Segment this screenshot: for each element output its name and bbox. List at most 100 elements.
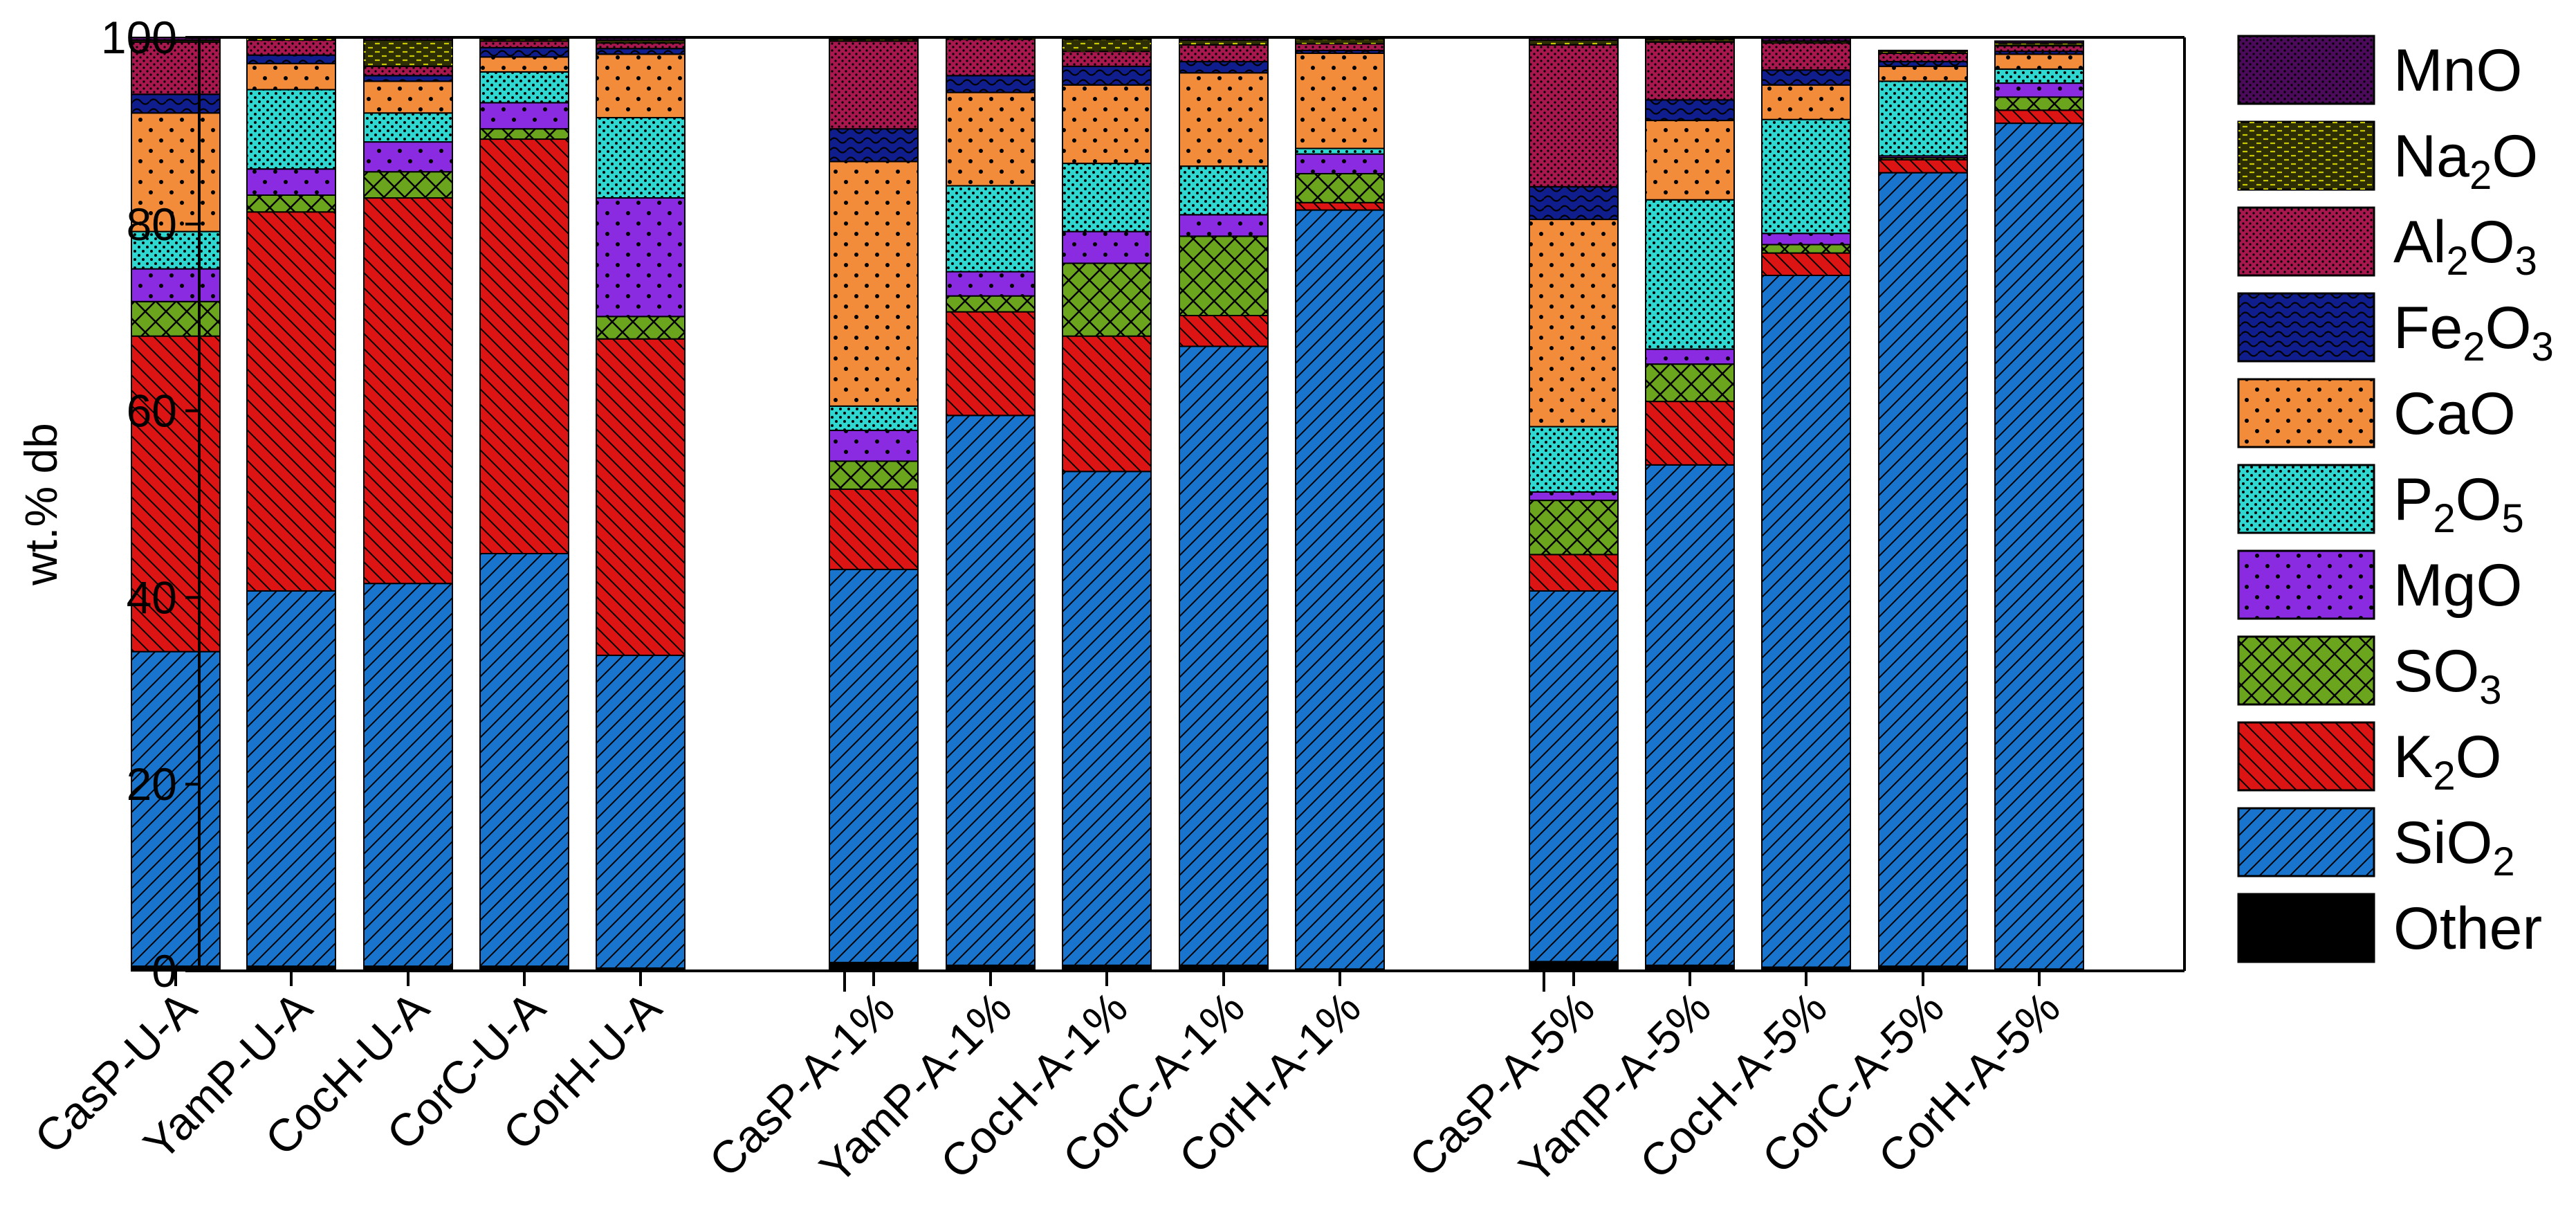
- bar-casp-a-1-cao-hatch: [829, 161, 918, 406]
- bar-corc-a-5-mgo-hatch: [1879, 156, 1967, 158]
- legend-k2o-label: K2O: [2393, 724, 2502, 799]
- bar-coch-a-1-na2o-hatch: [1062, 39, 1151, 52]
- bar-casp-a-5-other: [1529, 961, 1619, 972]
- y-axis-title: wt.% db: [15, 423, 66, 586]
- bar-casp-u-a-fe2o3-hatch: [131, 94, 220, 113]
- bar-yamp-u-a-p2o5-hatch: [247, 89, 335, 170]
- bar-corh-a-1-sio2-hatch: [1296, 210, 1384, 969]
- bar-coch-a-5-mgo-hatch: [1762, 233, 1850, 245]
- bar-corh-a-5-fe2o3-hatch: [1995, 51, 2083, 55]
- bar-coch-a-1-k2o-hatch: [1062, 336, 1151, 472]
- bar-corc-a-5-na2o-hatch: [1879, 51, 1967, 53]
- bar-corc-a-1-so3-hatch: [1179, 236, 1268, 316]
- bar-corh-a-5-so3-hatch: [1995, 97, 2083, 111]
- legend-so3-swatch-hatch: [2238, 637, 2374, 704]
- bar-yamp-a-1-fe2o3-hatch: [946, 75, 1035, 93]
- bar-coch-u-a-mgo-hatch: [364, 142, 452, 172]
- bar-corc-a-5-al2o3-hatch: [1879, 53, 1967, 62]
- bar-casp-a-5-al2o3-hatch: [1529, 44, 1618, 187]
- bar-coch-a-1-fe2o3-hatch: [1062, 66, 1151, 85]
- bar-coch-a-1-cao-hatch: [1062, 84, 1151, 164]
- bar-coch-a-5-k2o-hatch: [1762, 253, 1850, 275]
- bar-coch-u-a-na2o-hatch: [364, 40, 452, 66]
- bar-yamp-u-a-so3-hatch: [247, 194, 335, 212]
- bar-yamp-a-5-al2o3-hatch: [1646, 42, 1734, 100]
- legend-fe2o3-swatch-hatch: [2238, 293, 2374, 361]
- bar-casp-u-a-p2o5-hatch: [131, 231, 220, 269]
- y-tick-label-20: 20: [127, 758, 177, 810]
- bar-coch-a-1-al2o3-hatch: [1062, 51, 1151, 66]
- bar-casp-a-5-mgo-hatch: [1529, 491, 1618, 501]
- bar-corh-a-5-mno-hatch: [1995, 41, 2083, 44]
- y-tick-label-0: 0: [151, 945, 177, 996]
- y-tick-label-60: 60: [127, 385, 177, 437]
- bar-coch-u-a-cao-hatch: [364, 81, 452, 113]
- bar-corh-a-5-mgo-hatch: [1995, 83, 2083, 98]
- bar-yamp-a-5-fe2o3-hatch: [1646, 100, 1734, 121]
- bar-coch-a-5-al2o3-hatch: [1762, 43, 1850, 71]
- bar-yamp-a-5-so3-hatch: [1646, 364, 1734, 402]
- bar-corc-a-1-sio2-hatch: [1179, 346, 1268, 965]
- legend: MnO Na2O Al2O3 Fe2O3 CaO P2O5 MgO SO3 K2O SiO2 Oth…: [2237, 35, 2554, 963]
- bar-yamp-a-1-al2o3-hatch: [946, 39, 1035, 76]
- bar-casp-a-5-k2o-hatch: [1529, 554, 1618, 591]
- bar-casp-u-a-mno-hatch: [131, 37, 220, 41]
- bar-coch-a-5-p2o5-hatch: [1762, 119, 1850, 234]
- bar-corh-a-5-k2o-hatch: [1995, 110, 2083, 124]
- legend-p2o5-label: P2O5: [2393, 466, 2524, 541]
- bar-corc-a-1-p2o5-hatch: [1179, 166, 1268, 215]
- bar-coch-u-a-so3-hatch: [364, 172, 452, 199]
- bar-casp-a-5-na2o-hatch: [1529, 40, 1618, 45]
- legend-cao-swatch-hatch: [2238, 379, 2374, 447]
- legend-other-label: Other: [2393, 895, 2542, 962]
- bar-corc-a-1-na2o-hatch: [1179, 40, 1268, 45]
- bar-yamp-u-a-fe2o3-hatch: [247, 55, 335, 64]
- bar-corh-a-1-na2o-hatch: [1296, 39, 1384, 44]
- bar-corh-u-a-sio2-hatch: [596, 655, 685, 968]
- bar-casp-u-a-so3-hatch: [131, 301, 220, 336]
- bar-corh-u-a-k2o-hatch: [596, 338, 685, 656]
- bar-coch-a-5-fe2o3-hatch: [1762, 70, 1850, 85]
- legend-na2o-swatch-hatch: [2238, 122, 2374, 190]
- bar-corh-a-5-sio2-hatch: [1995, 123, 2083, 969]
- bar-coch-a-1-p2o5-hatch: [1062, 163, 1151, 232]
- bar-coch-u-a-p2o5-hatch: [364, 113, 452, 143]
- bar-corh-a-1-k2o-hatch: [1296, 202, 1384, 210]
- bar-corh-a-5-p2o5-hatch: [1995, 69, 2083, 84]
- bar-yamp-a-5-p2o5-hatch: [1646, 199, 1734, 349]
- bar-yamp-u-a-na2o-hatch: [247, 38, 335, 41]
- y-tick-label-40: 40: [127, 572, 177, 623]
- bar-casp-a-1-na2o-hatch: [829, 39, 918, 42]
- bar-corh-u-a-cao-hatch: [596, 54, 685, 118]
- bar-casp-a-5-sio2-hatch: [1529, 590, 1618, 962]
- bar-yamp-a-1-sio2-hatch: [946, 415, 1035, 965]
- bar-coch-a-1-mgo-hatch: [1062, 231, 1151, 264]
- bar-casp-a-1-al2o3-hatch: [829, 41, 918, 129]
- bar-coch-u-a-sio2-hatch: [364, 583, 452, 967]
- bar-corh-a-1-cao-hatch: [1296, 53, 1384, 149]
- bar-corh-a-1-al2o3-hatch: [1296, 44, 1384, 51]
- bar-coch-a-5-na2o-hatch: [1762, 41, 1850, 44]
- bar-corc-a-5-fe2o3-hatch: [1879, 62, 1967, 66]
- bar-corc-u-a-mgo-hatch: [480, 102, 569, 129]
- bar-corh-a-1-mgo-hatch: [1296, 154, 1384, 174]
- bar-casp-a-1-mgo-hatch: [829, 430, 918, 462]
- bar-corc-a-1-mgo-hatch: [1179, 215, 1268, 237]
- legend-mgo-label: MgO: [2393, 552, 2522, 619]
- bar-coch-u-a-al2o3-hatch: [364, 66, 452, 76]
- bar-coch-a-5-mno-hatch: [1762, 37, 1850, 42]
- bar-corh-a-5-al2o3-hatch: [1995, 46, 2083, 52]
- bar-yamp-a-1-p2o5-hatch: [946, 185, 1035, 272]
- bar-corh-a-5-na2o-hatch: [1995, 43, 2083, 46]
- bar-corc-a-1-fe2o3-hatch: [1179, 62, 1268, 73]
- bar-corh-a-5-cao-hatch: [1995, 54, 2083, 69]
- bar-yamp-u-a-mgo-hatch: [247, 169, 335, 195]
- bar-corh-a-1-so3-hatch: [1296, 173, 1384, 203]
- bar-casp-a-5-fe2o3-hatch: [1529, 186, 1618, 220]
- bar-corc-u-a-sio2-hatch: [480, 553, 569, 967]
- bar-corc-u-a-p2o5-hatch: [480, 71, 569, 103]
- y-tick-label-80: 80: [127, 199, 177, 250]
- bar-coch-u-a-mno-hatch: [364, 37, 452, 41]
